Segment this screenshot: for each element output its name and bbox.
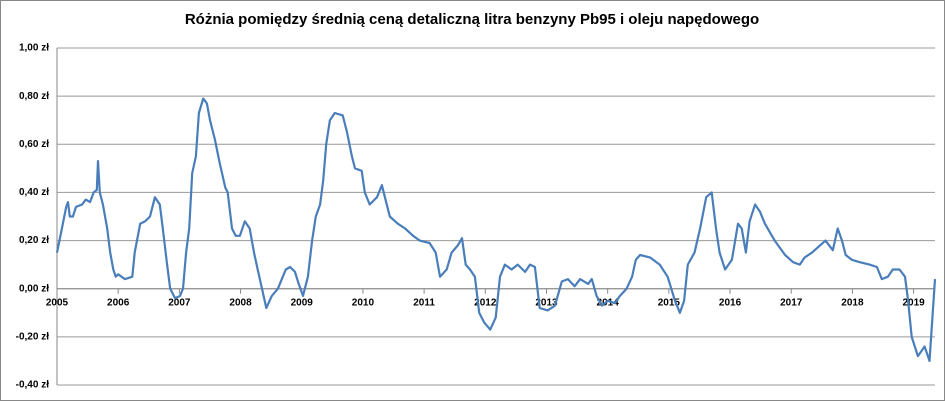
y-tick-label: -0,20 zł [16,331,50,342]
x-tick-label: 2005 [46,297,69,308]
y-tick-label: 0,60 zł [19,139,49,150]
x-tick-label: 2009 [291,297,314,308]
x-tick-label: 2014 [597,297,620,308]
x-tick-label: 2007 [168,297,191,308]
x-tick-label: 2019 [902,297,925,308]
x-tick-label: 2015 [658,297,681,308]
x-tick-label: 2010 [352,297,375,308]
x-tick-label: 2008 [229,297,252,308]
x-tick-label: 2006 [107,297,130,308]
x-tick-label: 2018 [841,297,864,308]
data-line [55,97,937,362]
y-tick-label: 0,20 zł [19,235,49,246]
y-tick-label: 1,00 zł [19,43,49,54]
y-tick-label: -0,40 zł [16,380,50,391]
chart-title: Różnia pomiędzy średnią ceną detaliczną … [185,11,759,28]
x-tick-label: 2013 [535,297,558,308]
y-tick-label: 0,80 zł [19,91,49,102]
x-tick-label: 2017 [780,297,803,308]
y-tick-label: 0,40 zł [19,187,49,198]
x-tick-label: 2012 [474,297,497,308]
x-tick-label: 2016 [719,297,742,308]
y-tick-label: 0,00 zł [19,283,49,294]
x-tick-label: 2011 [413,297,435,308]
